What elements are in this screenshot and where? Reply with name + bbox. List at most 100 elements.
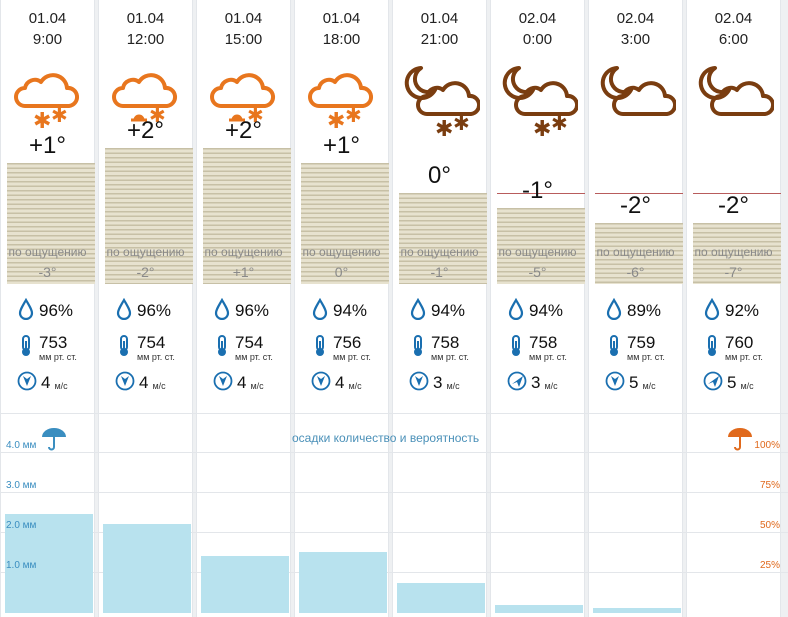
pressure-unit: мм рт. ст. (333, 352, 371, 362)
forecast-time: 21:00 (420, 31, 459, 48)
pressure-unit: мм рт. ст. (627, 352, 665, 362)
pressure: 758 мм рт. ст. (409, 333, 469, 362)
precip-probability-tick: 50% (759, 520, 780, 531)
pressure-value: 760 (725, 333, 754, 352)
cloud-snow-icon: ✱ ✱ (399, 62, 481, 142)
zero-temp-line (693, 193, 781, 194)
moon-cloud-icon (595, 62, 677, 137)
chart-gridline (0, 413, 788, 414)
humidity: 89% (605, 297, 662, 325)
precipitation-bar (397, 582, 485, 613)
temperature-bar (301, 163, 389, 284)
wind-speed: 5 (727, 373, 737, 392)
wind-speed: 4 (41, 373, 51, 392)
feels-like-value: -3° (38, 264, 57, 280)
forecast-column: 02.04 3:00 -2° по ощущению -6° 89% 759 мм рт. с… (588, 0, 683, 617)
temperature: +2° (127, 117, 164, 144)
temperature-bar (203, 148, 291, 284)
temperature-bar (693, 223, 781, 284)
precipitation-bar (201, 556, 289, 613)
feels-like-label: по ощущению (302, 245, 381, 259)
temperature-bar (7, 163, 95, 284)
zero-temp-line (497, 193, 585, 194)
wind: 4 м/с (213, 370, 264, 396)
forecast-column: 01.04 12:00 ✱ +2° по ощущению -2° 96% 754 мм рт.… (98, 0, 193, 617)
wind: 3 м/с (409, 370, 460, 396)
wind-direction-icon (703, 370, 727, 397)
thermometer-icon (115, 334, 137, 362)
precipitation-bar (593, 608, 681, 613)
humidity-drop-icon (605, 297, 627, 325)
humidity: 96% (115, 297, 172, 325)
forecast-column: 01.04 21:00 ✱ ✱ 0° по ощущению -1° 94% 758 мм рт.… (392, 0, 487, 617)
forecast-date: 02.04 (518, 10, 557, 27)
cloud-snow-icon: ✱ (203, 62, 284, 137)
precipitation-bar (103, 523, 191, 613)
forecast-time: 18:00 (322, 31, 361, 48)
humidity: 96% (17, 297, 73, 324)
forecast-time: 9:00 (32, 31, 63, 48)
wind-unit: м/с (54, 381, 68, 391)
precip-probability-tick: 100% (754, 440, 780, 451)
thermometer-icon (507, 334, 529, 362)
temperature: +2° (225, 117, 262, 144)
umbrella-icon (40, 427, 68, 456)
temperature-bar (595, 223, 683, 284)
wind-direction-icon (605, 370, 629, 397)
humidity-value: 96% (137, 301, 172, 320)
cloud-snow-icon: ✱ (105, 62, 186, 137)
feels-like-value: +1° (232, 264, 255, 280)
pressure-unit: мм рт. ст. (39, 352, 77, 362)
wind-speed: 4 (139, 373, 149, 392)
precipitation-bar (5, 513, 93, 613)
wind: 3 м/с (507, 370, 558, 396)
temperature: +1° (323, 132, 360, 159)
pressure-value: 754 (235, 333, 264, 352)
svg-text:✱: ✱ (453, 111, 470, 135)
humidity-value: 94% (529, 301, 564, 320)
feels-like-label: по ощущению (400, 245, 479, 259)
wind-unit: м/с (544, 381, 558, 391)
humidity: 94% (409, 297, 465, 324)
svg-text:✱: ✱ (247, 103, 264, 127)
precipitation-bar (495, 604, 583, 613)
pressure: 756 мм рт. ст. (311, 334, 371, 362)
moon-cloud-icon (693, 62, 775, 137)
forecast-column: 02.04 6:00 -2° по ощущению -7° 92% 760 мм рт. с… (686, 0, 781, 617)
wind-unit: м/с (740, 381, 754, 391)
chart-gridline (0, 492, 788, 493)
wind-speed: 5 (629, 373, 639, 392)
humidity-drop-icon (115, 297, 137, 325)
wind-direction-icon (409, 370, 433, 397)
wind: 4 м/с (17, 370, 68, 396)
wind-unit: м/с (250, 381, 264, 391)
pressure-value: 758 (529, 333, 558, 352)
thermometer-icon (213, 334, 235, 362)
forecast-column: 01.04 15:00 ✱ +2° по ощущению +1° 96% 754 мм рт.… (196, 0, 291, 617)
pressure-unit: мм рт. ст. (725, 352, 763, 362)
temperature: -2° (718, 192, 749, 219)
pressure: 760 мм рт. ст. (703, 333, 763, 362)
feels-like-label: по ощущению (8, 245, 87, 259)
pressure: 759 мм рт. ст. (605, 334, 665, 362)
wind-direction-icon (507, 370, 531, 397)
pressure-unit: мм рт. ст. (529, 352, 567, 362)
pressure-value: 758 (431, 333, 460, 352)
wind-unit: м/с (348, 381, 362, 391)
svg-text:✱: ✱ (33, 109, 51, 134)
cloud-snow-icon: ✱ ✱ (7, 62, 88, 137)
wind: 5 м/с (605, 370, 656, 396)
feels-like-label: по ощущению (498, 245, 577, 259)
feels-like-value: -1° (430, 264, 449, 280)
forecast-time: 0:00 (522, 31, 553, 48)
forecast-date: 01.04 (126, 10, 165, 27)
thermometer-icon (311, 334, 333, 362)
thermometer-icon (703, 334, 725, 362)
svg-text:✱: ✱ (345, 103, 362, 127)
temperature-bar (105, 148, 193, 284)
precip-mm-tick: 2.0 мм (6, 520, 37, 531)
pressure: 754 мм рт. ст. (115, 334, 175, 362)
wind: 4 м/с (311, 370, 362, 396)
wind: 4 м/с (115, 370, 166, 396)
humidity-value: 89% (627, 301, 662, 320)
